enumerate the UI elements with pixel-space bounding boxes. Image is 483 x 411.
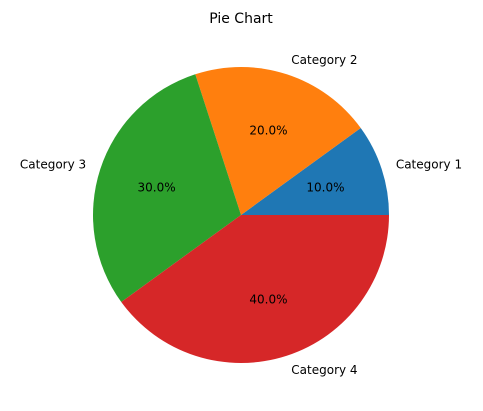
chart-title: Pie Chart	[209, 11, 273, 27]
percent-label-4: 40.0%	[249, 292, 287, 306]
pie-slice-3	[93, 74, 241, 302]
pie-slices	[93, 66, 390, 363]
category-label-3: Category 3	[20, 158, 86, 172]
category-labels: Category 1 Category 2 Category 3 Category 4	[20, 53, 462, 377]
pie-slice-2	[195, 66, 361, 215]
pie-slice-4	[121, 215, 390, 363]
percent-label-2: 20.0%	[249, 124, 287, 138]
percent-labels: 10.0% 20.0% 30.0% 40.0%	[137, 124, 344, 307]
percent-label-3: 30.0%	[137, 181, 175, 195]
category-label-1: Category 1	[396, 158, 462, 172]
pie-slice-1	[241, 128, 389, 215]
category-label-2: Category 2	[291, 53, 357, 67]
category-label-4: Category 4	[291, 363, 357, 377]
percent-label-1: 10.0%	[306, 181, 344, 195]
